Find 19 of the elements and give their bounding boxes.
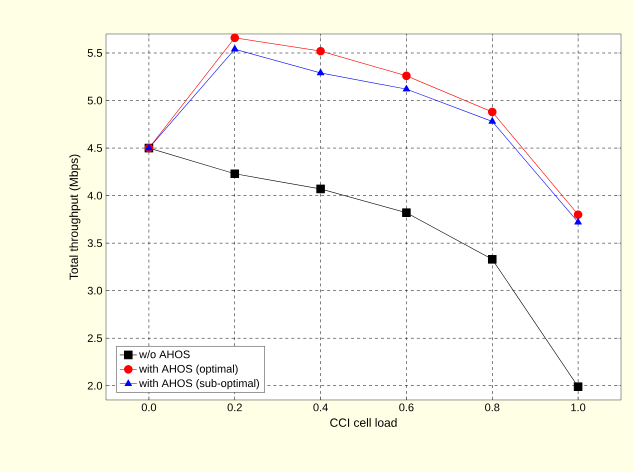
y-tick-label: 4.5	[88, 144, 102, 152]
x-tick-label: 0.0	[142, 404, 156, 412]
y-tick-label: 5.5	[88, 49, 102, 57]
x-tick-label: 0.8	[485, 404, 500, 412]
legend-label: with AHOS (optimal)	[139, 364, 238, 375]
y-tick-label: 5.0	[88, 96, 102, 104]
x-tick-label: 1.0	[571, 404, 586, 412]
x-axis-title: CCI cell load	[330, 418, 397, 427]
x-tick-label: 0.6	[399, 404, 414, 412]
y-axis-title: Total throughput (Mbps)	[69, 154, 80, 280]
x-tick-label: 0.4	[313, 404, 328, 412]
y-tick-label: 3.0	[88, 286, 102, 295]
x-tick-label: 0.2	[228, 404, 242, 412]
legend-label: with AHOS (sub-optimal)	[139, 379, 259, 390]
y-tick-label: 3.5	[88, 239, 102, 248]
y-tick-label: 4.0	[88, 192, 102, 200]
legend-label: w/o AHOS	[139, 350, 190, 358]
y-tick-label: 2.5	[88, 334, 102, 342]
y-tick-label: 2.0	[88, 382, 102, 390]
